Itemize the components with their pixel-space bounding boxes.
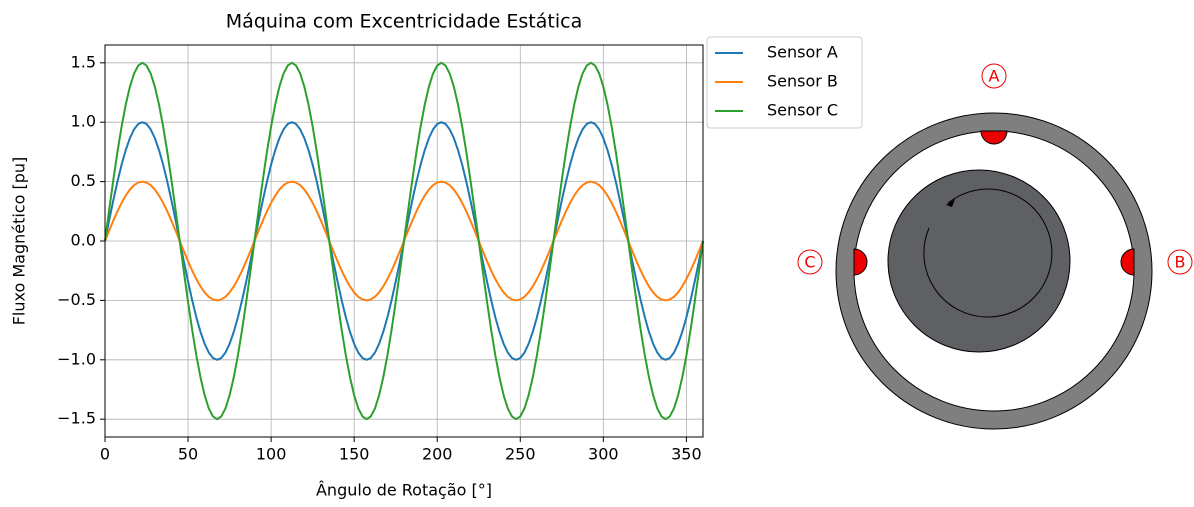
sensor-label: A	[989, 67, 1000, 86]
sensor-c	[853, 248, 868, 276]
x-tick-label: 0	[100, 445, 110, 464]
legend-label: Sensor A	[767, 43, 838, 62]
rotor	[887, 169, 1071, 353]
plot: 0 50 100 150 200 250 300 350 −1.5 −1.0 −0.5 0.0 0.5 1…	[57, 36, 863, 464]
machine-diagram: A B C	[797, 63, 1193, 430]
sensor-label: B	[1175, 253, 1186, 272]
x-tick-label: 100	[256, 445, 287, 464]
x-tick-label: 150	[339, 445, 370, 464]
chart-title: Máquina com Excentricidade Estática	[226, 11, 582, 33]
legend-label: Sensor B	[767, 72, 838, 91]
label-ring	[1167, 249, 1193, 275]
sensor-b	[1120, 248, 1135, 276]
x-tick-label: 350	[671, 445, 702, 464]
y-tick-label: 0.0	[71, 231, 96, 250]
x-tick-label: 200	[422, 445, 453, 464]
label-ring	[981, 63, 1007, 89]
series-line	[104, 61, 704, 421]
legend-box	[706, 36, 863, 129]
sensor-a	[980, 130, 1008, 145]
plot-frame	[104, 44, 704, 438]
y-tick-label: −0.5	[57, 290, 96, 309]
x-tick-label: 300	[588, 445, 619, 464]
x-axis-label: Ângulo de Rotação [°]	[316, 481, 492, 500]
label-ring	[797, 249, 823, 275]
sensor-label: C	[804, 253, 815, 272]
x-tick-label: 250	[505, 445, 536, 464]
y-tick-label: −1.0	[57, 349, 96, 368]
rotation-arc	[923, 188, 1053, 318]
y-tick-label: −1.5	[57, 409, 96, 428]
y-axis-label: Fluxo Magnético [pu]	[10, 157, 29, 326]
legend-label: Sensor C	[767, 101, 838, 120]
y-tick-label: 0.5	[71, 171, 96, 190]
rotation-arrow	[946, 199, 955, 207]
y-tick-label: 1.5	[71, 52, 96, 71]
x-tick-label: 50	[178, 445, 198, 464]
y-tick-label: 1.0	[71, 112, 96, 131]
